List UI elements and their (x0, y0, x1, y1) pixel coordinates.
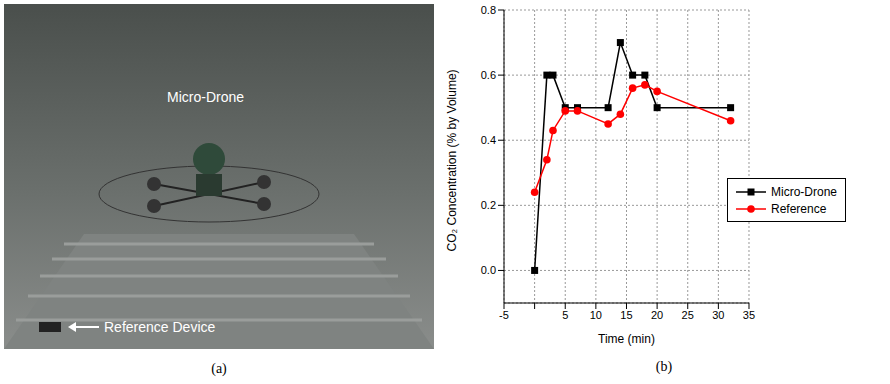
svg-text:0.4: 0.4 (481, 134, 496, 146)
svg-text:0.2: 0.2 (481, 199, 496, 211)
svg-text:5: 5 (562, 309, 568, 321)
svg-text:Micro-Drone: Micro-Drone (167, 89, 244, 105)
html-text:Reference: Reference (771, 201, 827, 216)
svg-text:25: 25 (682, 309, 694, 321)
svg-text:0.0: 0.0 (481, 264, 496, 276)
svg-text:30: 30 (712, 309, 724, 321)
html-text:Micro-Drone: Micro-Drone (771, 184, 837, 199)
svg-text:15: 15 (620, 309, 632, 321)
svg-text:20: 20 (651, 309, 663, 321)
svg-text:-5: -5 (499, 309, 509, 321)
svg-text:0.8: 0.8 (481, 4, 496, 16)
svg-text:CO₂ Concentration (% by Volume: CO₂ Concentration (% by Volume) (445, 69, 459, 251)
svg-text:0.6: 0.6 (481, 69, 496, 81)
html-text:(a): (a) (211, 361, 227, 376)
svg-text:10: 10 (590, 309, 602, 321)
svg-text:Reference Device: Reference Device (104, 319, 215, 335)
svg-text:35: 35 (743, 309, 755, 321)
html-text:(b): (b) (655, 359, 673, 374)
svg-text:Time (min): Time (min) (598, 332, 655, 346)
